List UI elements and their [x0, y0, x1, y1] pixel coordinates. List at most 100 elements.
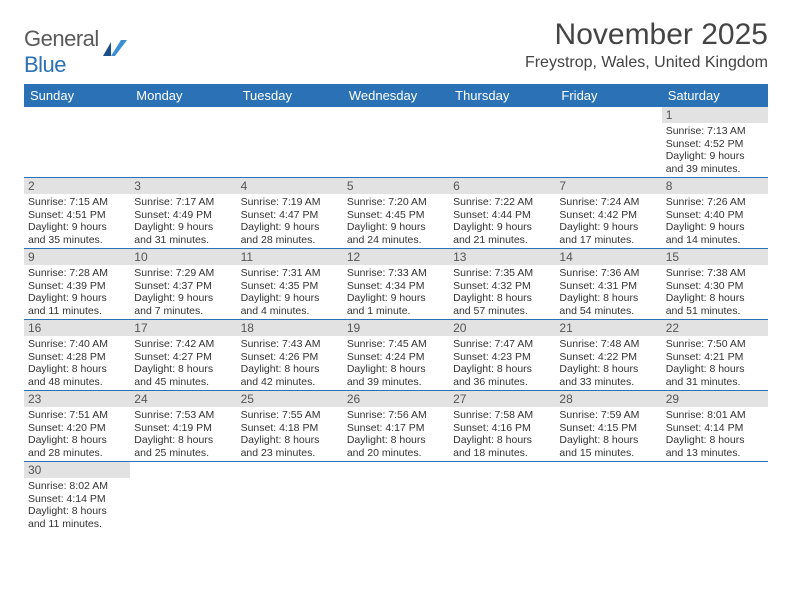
- day-line-sr: Sunrise: 7:35 AM: [453, 267, 551, 280]
- day-number: 18: [237, 320, 343, 336]
- day-line-sr: Sunrise: 7:47 AM: [453, 338, 551, 351]
- day-line-sr: Sunrise: 7:22 AM: [453, 196, 551, 209]
- day-details: Sunrise: 7:31 AMSunset: 4:35 PMDaylight:…: [237, 265, 343, 319]
- day-line-d1: Daylight: 9 hours: [28, 292, 126, 305]
- day-number: 7: [555, 178, 661, 194]
- day-number: 14: [555, 249, 661, 265]
- day-line-sr: Sunrise: 7:45 AM: [347, 338, 445, 351]
- day-line-sr: Sunrise: 8:01 AM: [666, 409, 764, 422]
- title-block: November 2025 Freystrop, Wales, United K…: [525, 18, 768, 72]
- weekday-header: Sunday: [24, 84, 130, 107]
- weekday-header: Friday: [555, 84, 661, 107]
- day-number: 19: [343, 320, 449, 336]
- day-line-sr: Sunrise: 7:43 AM: [241, 338, 339, 351]
- calendar-cell: 16Sunrise: 7:40 AMSunset: 4:28 PMDayligh…: [24, 320, 130, 391]
- day-number: 29: [662, 391, 768, 407]
- calendar-cell: 12Sunrise: 7:33 AMSunset: 4:34 PMDayligh…: [343, 249, 449, 320]
- day-line-sr: Sunrise: 7:38 AM: [666, 267, 764, 280]
- day-line-d2: and 17 minutes.: [559, 234, 657, 247]
- day-line-d2: and 7 minutes.: [134, 305, 232, 318]
- day-line-sr: Sunrise: 7:24 AM: [559, 196, 657, 209]
- day-number: 3: [130, 178, 236, 194]
- day-line-d2: and 1 minute.: [347, 305, 445, 318]
- day-details: Sunrise: 7:48 AMSunset: 4:22 PMDaylight:…: [555, 336, 661, 390]
- day-number: 25: [237, 391, 343, 407]
- day-line-d1: Daylight: 8 hours: [559, 363, 657, 376]
- day-line-d1: Daylight: 9 hours: [241, 292, 339, 305]
- day-line-d2: and 11 minutes.: [28, 305, 126, 318]
- day-line-d2: and 51 minutes.: [666, 305, 764, 318]
- day-line-d2: and 24 minutes.: [347, 234, 445, 247]
- day-line-d2: and 21 minutes.: [453, 234, 551, 247]
- day-line-d2: and 31 minutes.: [134, 234, 232, 247]
- month-title: November 2025: [525, 18, 768, 52]
- calendar-cell: 23Sunrise: 7:51 AMSunset: 4:20 PMDayligh…: [24, 391, 130, 462]
- day-line-sr: Sunrise: 7:33 AM: [347, 267, 445, 280]
- day-details: Sunrise: 7:33 AMSunset: 4:34 PMDaylight:…: [343, 265, 449, 319]
- calendar-cell: [130, 107, 236, 178]
- calendar-cell: 4Sunrise: 7:19 AMSunset: 4:47 PMDaylight…: [237, 178, 343, 249]
- calendar-cell: 9Sunrise: 7:28 AMSunset: 4:39 PMDaylight…: [24, 249, 130, 320]
- day-line-ss: Sunset: 4:16 PM: [453, 422, 551, 435]
- day-line-ss: Sunset: 4:44 PM: [453, 209, 551, 222]
- day-number: 12: [343, 249, 449, 265]
- day-details: Sunrise: 7:20 AMSunset: 4:45 PMDaylight:…: [343, 194, 449, 248]
- day-line-d1: Daylight: 8 hours: [453, 434, 551, 447]
- day-line-d2: and 54 minutes.: [559, 305, 657, 318]
- day-number: 15: [662, 249, 768, 265]
- day-line-sr: Sunrise: 7:59 AM: [559, 409, 657, 422]
- calendar-row: 9Sunrise: 7:28 AMSunset: 4:39 PMDaylight…: [24, 249, 768, 320]
- day-line-sr: Sunrise: 7:17 AM: [134, 196, 232, 209]
- day-line-d1: Daylight: 8 hours: [28, 434, 126, 447]
- calendar-cell: 2Sunrise: 7:15 AMSunset: 4:51 PMDaylight…: [24, 178, 130, 249]
- day-line-sr: Sunrise: 7:48 AM: [559, 338, 657, 351]
- calendar-cell: [24, 107, 130, 178]
- day-line-d1: Daylight: 8 hours: [559, 292, 657, 305]
- day-number: 5: [343, 178, 449, 194]
- day-number: 23: [24, 391, 130, 407]
- day-line-ss: Sunset: 4:26 PM: [241, 351, 339, 364]
- day-details: Sunrise: 7:19 AMSunset: 4:47 PMDaylight:…: [237, 194, 343, 248]
- day-details: Sunrise: 7:13 AMSunset: 4:52 PMDaylight:…: [662, 123, 768, 177]
- calendar-row: 1Sunrise: 7:13 AMSunset: 4:52 PMDaylight…: [24, 107, 768, 178]
- day-details: Sunrise: 7:51 AMSunset: 4:20 PMDaylight:…: [24, 407, 130, 461]
- day-line-d2: and 14 minutes.: [666, 234, 764, 247]
- day-line-sr: Sunrise: 7:55 AM: [241, 409, 339, 422]
- calendar-cell: 25Sunrise: 7:55 AMSunset: 4:18 PMDayligh…: [237, 391, 343, 462]
- day-line-ss: Sunset: 4:52 PM: [666, 138, 764, 151]
- day-number: 30: [24, 462, 130, 478]
- day-line-sr: Sunrise: 7:13 AM: [666, 125, 764, 138]
- calendar-cell: [662, 462, 768, 533]
- day-line-d1: Daylight: 8 hours: [453, 292, 551, 305]
- day-line-d1: Daylight: 9 hours: [559, 221, 657, 234]
- day-line-d1: Daylight: 8 hours: [28, 363, 126, 376]
- calendar-row: 2Sunrise: 7:15 AMSunset: 4:51 PMDaylight…: [24, 178, 768, 249]
- calendar-cell: 8Sunrise: 7:26 AMSunset: 4:40 PMDaylight…: [662, 178, 768, 249]
- day-line-d1: Daylight: 8 hours: [134, 363, 232, 376]
- day-line-ss: Sunset: 4:21 PM: [666, 351, 764, 364]
- calendar-cell: [130, 462, 236, 533]
- day-line-d1: Daylight: 9 hours: [347, 292, 445, 305]
- day-number: 22: [662, 320, 768, 336]
- day-line-sr: Sunrise: 7:15 AM: [28, 196, 126, 209]
- day-number: 16: [24, 320, 130, 336]
- day-line-sr: Sunrise: 7:19 AM: [241, 196, 339, 209]
- day-line-sr: Sunrise: 7:40 AM: [28, 338, 126, 351]
- day-line-d1: Daylight: 8 hours: [666, 363, 764, 376]
- calendar-cell: 14Sunrise: 7:36 AMSunset: 4:31 PMDayligh…: [555, 249, 661, 320]
- calendar-cell: 27Sunrise: 7:58 AMSunset: 4:16 PMDayligh…: [449, 391, 555, 462]
- day-number: 11: [237, 249, 343, 265]
- day-line-d1: Daylight: 8 hours: [347, 363, 445, 376]
- day-number: 17: [130, 320, 236, 336]
- header: General Blue November 2025 Freystrop, Wa…: [24, 18, 768, 78]
- calendar-row: 23Sunrise: 7:51 AMSunset: 4:20 PMDayligh…: [24, 391, 768, 462]
- day-line-ss: Sunset: 4:42 PM: [559, 209, 657, 222]
- day-line-sr: Sunrise: 7:26 AM: [666, 196, 764, 209]
- day-line-d2: and 57 minutes.: [453, 305, 551, 318]
- day-line-sr: Sunrise: 8:02 AM: [28, 480, 126, 493]
- day-line-ss: Sunset: 4:22 PM: [559, 351, 657, 364]
- day-line-d2: and 33 minutes.: [559, 376, 657, 389]
- day-details: Sunrise: 7:42 AMSunset: 4:27 PMDaylight:…: [130, 336, 236, 390]
- day-line-ss: Sunset: 4:47 PM: [241, 209, 339, 222]
- day-number: 24: [130, 391, 236, 407]
